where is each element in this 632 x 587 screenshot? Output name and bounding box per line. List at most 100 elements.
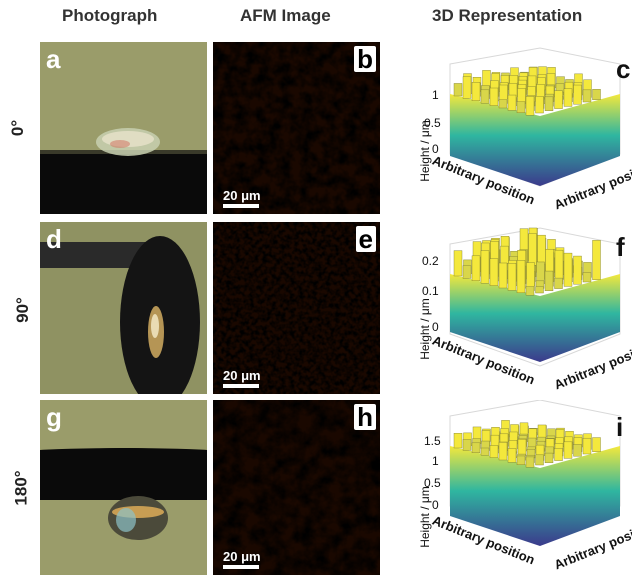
header-photograph: Photograph — [62, 6, 158, 25]
y-tick-c-2: 0.5 — [424, 116, 441, 130]
bars-3d-i — [449, 400, 621, 546]
scale-bar-h: 20 μm — [223, 549, 261, 569]
surface-bar — [507, 94, 517, 111]
row-angle-90: 90° — [12, 297, 32, 323]
plot-3d-c: Height / μm 1 0.5 0 Arbitrary position A… — [410, 36, 632, 226]
surface-bar — [535, 96, 544, 114]
y-tick-i-4: 0 — [432, 498, 439, 512]
photo-panel-a: a — [40, 42, 207, 214]
row-angle-180: 180° — [11, 470, 31, 506]
header-3d-representation: 3D Representation — [432, 6, 583, 25]
surface-bar — [516, 260, 526, 293]
row-angle-0: 0° — [8, 119, 28, 137]
surface-bar — [453, 83, 463, 97]
surface-bar — [525, 456, 535, 468]
y-tick-c-3: 0 — [432, 142, 439, 156]
bar-body — [450, 274, 620, 362]
panel-label-d: d — [46, 224, 62, 254]
afm-image-90deg — [213, 222, 380, 394]
surface-bar — [471, 82, 481, 101]
surface-bar — [592, 240, 601, 280]
afm-panel-b: b 20 μm — [213, 42, 380, 214]
surface-bar — [498, 262, 508, 289]
surface-bar — [480, 89, 490, 104]
y-tick-i-1: 1.5 — [424, 434, 441, 448]
afm-image-180deg — [213, 400, 380, 575]
bars-3d-f — [449, 227, 621, 367]
surface-bar — [462, 76, 472, 99]
surface-bar — [516, 101, 526, 114]
scale-text-e: 20 μm — [223, 368, 261, 383]
header-afm-image: AFM Image — [240, 6, 331, 25]
surface-bar — [554, 277, 563, 289]
scale-bar-b: 20 μm — [223, 188, 261, 208]
surface-bar — [544, 96, 554, 111]
surface-bar — [525, 286, 535, 296]
y-tick-f-2: 0.1 — [422, 284, 439, 298]
scale-text-h: 20 μm — [223, 549, 261, 564]
surface-bar — [480, 447, 490, 456]
surface-bar — [498, 442, 508, 461]
surface-bar — [544, 270, 554, 291]
y-tick-f-3: 0 — [432, 320, 439, 334]
y-axis-label-f: Height / μm — [417, 298, 432, 360]
bars-3d-c — [449, 47, 621, 187]
surface-bar — [453, 433, 463, 449]
surface-bar — [573, 255, 582, 285]
surface-bar — [535, 286, 544, 294]
surface-bar — [573, 84, 582, 105]
surface-bar — [592, 89, 601, 100]
y-tick-f-1: 0.2 — [422, 254, 439, 268]
surface-bar — [507, 263, 517, 291]
afm-image-0deg — [213, 42, 380, 214]
surface-bar — [489, 87, 499, 106]
panel-label-a: a — [46, 44, 61, 74]
photo-panel-d: d — [40, 222, 207, 394]
surface-bar — [471, 255, 481, 281]
droplet-photo-0deg — [40, 42, 207, 214]
surface-bar — [462, 439, 472, 451]
y-tick-c-1: 1 — [432, 88, 439, 102]
droplet-photo-180deg — [40, 400, 207, 575]
scale-bar-e: 20 μm — [223, 368, 261, 388]
photo-panel-g: g — [40, 400, 207, 575]
surface-bar — [535, 454, 544, 466]
surface-bar — [516, 455, 526, 466]
surface-bar — [536, 261, 545, 285]
panel-label-h: h — [354, 404, 376, 430]
surface-bar — [517, 439, 527, 456]
y-tick-i-2: 1 — [432, 454, 439, 468]
panel-label-g: g — [46, 402, 62, 432]
afm-panel-e: e 20 μm — [213, 222, 380, 394]
bar-body — [450, 94, 620, 186]
surface-bar — [582, 89, 592, 103]
surface-bar — [554, 90, 563, 109]
surface-bar — [573, 444, 582, 457]
surface-bar — [563, 252, 573, 287]
panel-label-b: b — [354, 46, 376, 72]
afm-panel-h: h 20 μm — [213, 400, 380, 575]
surface-bar — [544, 452, 554, 463]
surface-bar — [498, 99, 508, 109]
surface-bar — [471, 442, 481, 454]
panel-label-i: i — [616, 412, 624, 442]
surface-bar — [582, 272, 592, 283]
surface-bar — [462, 265, 472, 279]
scale-text-b: 20 μm — [223, 188, 261, 203]
surface-bar — [507, 448, 517, 463]
panel-label-f: f — [616, 232, 625, 262]
y-axis-label-i: Height / μm — [417, 486, 432, 548]
panel-label-c: c — [616, 54, 631, 84]
bar-body — [450, 446, 620, 546]
surface-bar — [554, 448, 563, 461]
surface-bar — [563, 88, 573, 107]
surface-bar — [453, 250, 463, 277]
panel-label-e: e — [355, 226, 376, 252]
surface-bar — [592, 437, 601, 452]
surface-bar — [480, 250, 490, 284]
surface-bar — [489, 258, 499, 286]
y-tick-i-3: 0.5 — [424, 476, 441, 490]
surface-bar — [563, 441, 573, 459]
droplet-photo-90deg — [40, 222, 207, 394]
plot-3d-i: Height / μm 1.5 1 0.5 0 Arbitrary positi… — [410, 400, 632, 587]
